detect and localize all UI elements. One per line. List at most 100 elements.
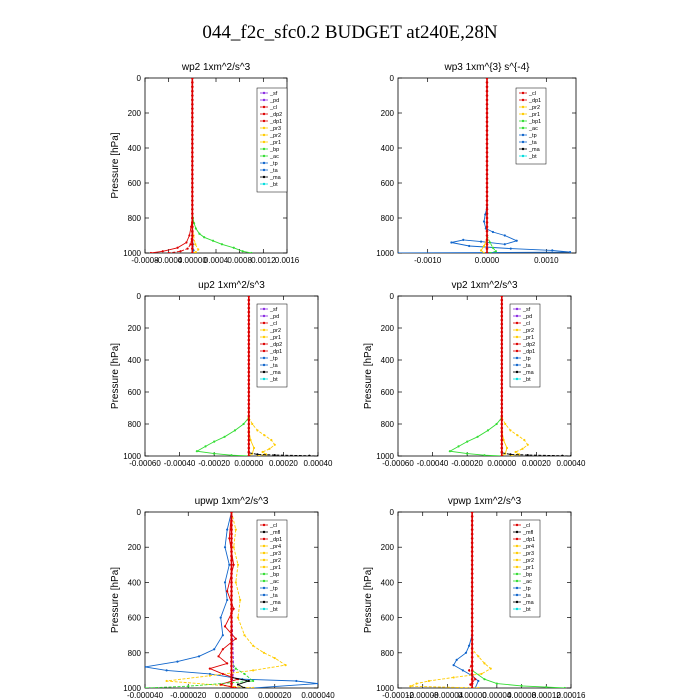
data-point — [226, 528, 229, 531]
data-point — [526, 443, 529, 446]
legend-marker — [262, 600, 266, 604]
data-point — [516, 434, 519, 437]
x-tick-label: -0.00040 — [417, 459, 449, 468]
y-tick-label: 600 — [128, 614, 142, 623]
legend-marker — [262, 377, 266, 381]
y-axis-label: Pressure [hPa] — [110, 343, 121, 409]
data-point — [232, 607, 235, 610]
y-axis-label: Pressure [hPa] — [110, 132, 121, 198]
x-tick-label: -0.00020 — [198, 459, 230, 468]
y-tick-label: 400 — [381, 578, 395, 587]
legend-marker — [262, 175, 266, 179]
legend-marker — [262, 147, 266, 151]
y-tick-label: 400 — [381, 144, 395, 153]
x-tick-label: 0.00020 — [522, 459, 551, 468]
legend-marker — [262, 321, 266, 325]
data-point — [250, 251, 253, 253]
legend-entry: _tp — [269, 586, 278, 592]
data-point — [268, 447, 271, 450]
page-title: 044_f2c_sfc0.2 BUDGET at240E,28N — [202, 22, 498, 43]
data-point — [477, 679, 480, 683]
data-point — [197, 655, 201, 658]
series-line-ac — [145, 512, 255, 688]
x-tick-label: 0.00040 — [304, 459, 333, 468]
y-tick-label: 600 — [381, 614, 395, 623]
data-point — [221, 648, 224, 651]
legend: _cl_dp1_pr2_pr1_bp1_ac_tp_ta_ma_bt — [515, 87, 547, 165]
data-point — [220, 243, 224, 246]
legend-marker — [262, 328, 266, 332]
y-tick-label: 400 — [128, 356, 142, 365]
legend-entry: _tp — [528, 133, 537, 139]
data-point — [249, 438, 252, 442]
legend-marker — [262, 112, 266, 116]
legend-marker — [515, 328, 519, 332]
data-point — [194, 227, 197, 230]
legend-entry: _pd — [269, 314, 279, 320]
data-point — [189, 243, 192, 246]
legend-marker — [262, 91, 266, 95]
legend-marker — [515, 565, 519, 569]
legend-entry: _cl — [528, 91, 536, 97]
legend-marker — [521, 133, 525, 137]
y-tick-label: 1000 — [123, 249, 141, 258]
data-point — [167, 251, 170, 253]
x-tick-label: 0.0008 — [227, 256, 252, 265]
x-tick-label: -0.000020 — [170, 691, 207, 700]
series-line-dp1 — [168, 78, 193, 253]
x-tick-label: -0.00004 — [432, 691, 464, 700]
data-point — [482, 244, 486, 248]
y-tick-label: 0 — [390, 292, 395, 301]
y-tick-label: 600 — [381, 179, 395, 188]
panel-title: vp2 1xm^2/s^3 — [451, 280, 518, 291]
legend-entry: _ac — [269, 154, 279, 160]
data-point — [308, 454, 311, 456]
legend-marker — [515, 321, 519, 325]
data-point — [491, 230, 495, 234]
legend-marker — [521, 140, 525, 144]
legend-marker — [515, 307, 519, 311]
data-point — [461, 669, 464, 672]
legend-marker — [515, 593, 519, 597]
legend-entry: _dp1 — [269, 119, 282, 125]
data-point — [452, 676, 455, 679]
data-point — [284, 664, 287, 667]
legend-entry: _bt — [269, 377, 278, 383]
data-point — [469, 683, 472, 686]
legend-entry: _bt — [528, 154, 537, 160]
data-point — [145, 665, 147, 668]
data-point — [452, 664, 455, 667]
legend-marker — [262, 537, 266, 541]
legend-entry: _sf — [269, 91, 278, 97]
data-point — [483, 662, 486, 665]
y-tick-label: 600 — [128, 388, 142, 397]
y-tick-label: 0 — [137, 292, 142, 301]
data-point — [474, 678, 477, 681]
data-point — [223, 581, 227, 584]
y-tick-label: 400 — [381, 356, 395, 365]
data-point — [482, 220, 486, 223]
data-point — [228, 537, 231, 540]
data-point — [232, 246, 235, 249]
y-tick-label: 0 — [390, 74, 395, 83]
y-tick-label: 200 — [381, 324, 395, 333]
legend-marker — [515, 551, 519, 555]
x-tick-label: -0.00060 — [129, 459, 161, 468]
legend-entry: _pr1 — [269, 335, 281, 341]
x-tick-label: 0.0004 — [204, 256, 229, 265]
y-tick-label: 1000 — [123, 684, 141, 693]
series-line-dp2 — [448, 296, 503, 456]
x-tick-label: -0.00008 — [407, 691, 439, 700]
legend-marker — [262, 356, 266, 360]
data-point — [187, 685, 190, 688]
legend-entry: _cl — [269, 523, 277, 529]
y-tick-label: 200 — [381, 543, 395, 552]
data-point — [236, 563, 240, 566]
data-point — [489, 667, 492, 670]
x-tick-label: 0.00008 — [507, 691, 536, 700]
x-tick-label: 0.0000 — [475, 256, 500, 265]
x-tick-label: 0.00000 — [487, 459, 516, 468]
x-tick-label: -0.0008 — [131, 256, 159, 265]
data-point — [495, 682, 498, 685]
legend-marker — [521, 154, 525, 158]
